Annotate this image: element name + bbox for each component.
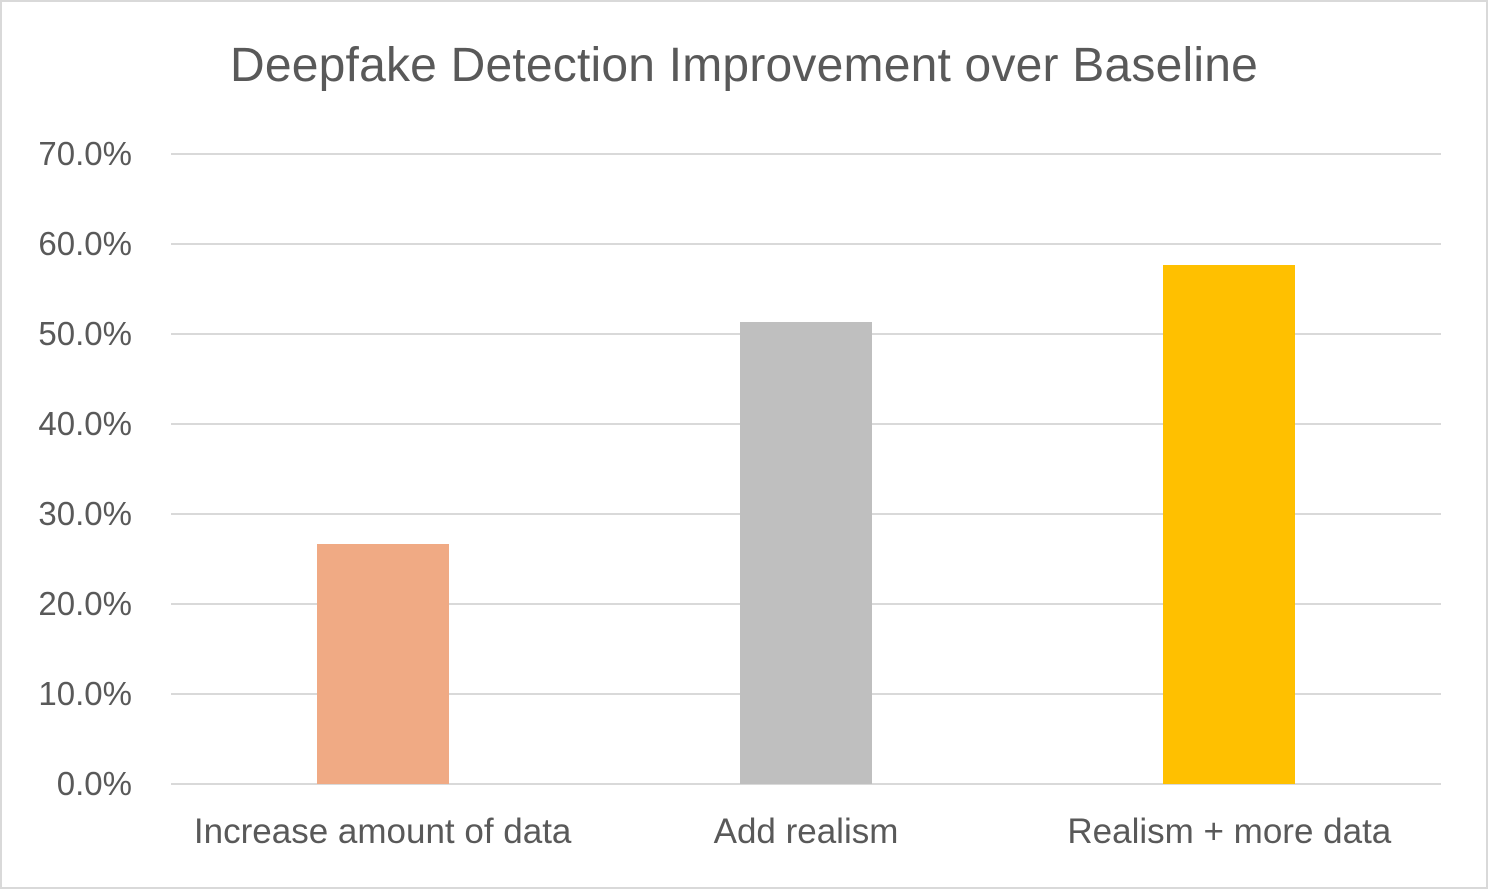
y-tick-label: 30.0% (38, 495, 132, 532)
gridline (171, 783, 1441, 785)
y-tick-label: 70.0% (38, 135, 132, 172)
y-tick-label: 50.0% (38, 315, 132, 352)
chart-title: Deepfake Detection Improvement over Base… (229, 39, 1258, 92)
y-tick-label: 20.0% (38, 585, 132, 622)
x-tick-label: Increase amount of data (193, 812, 572, 851)
y-tick-label: 40.0% (38, 405, 132, 442)
bar[interactable] (316, 543, 449, 784)
bar[interactable] (740, 322, 872, 784)
x-tick-label: Add realism (713, 812, 899, 851)
y-tick-label: 0.0% (56, 765, 132, 802)
gridline (171, 153, 1441, 155)
gridline (171, 243, 1441, 245)
x-tick-label: Realism + more data (1067, 812, 1392, 851)
bar[interactable] (1163, 264, 1296, 784)
y-tick-label: 10.0% (38, 675, 132, 712)
plot-area (171, 153, 1441, 785)
y-tick-label: 60.0% (38, 225, 132, 262)
